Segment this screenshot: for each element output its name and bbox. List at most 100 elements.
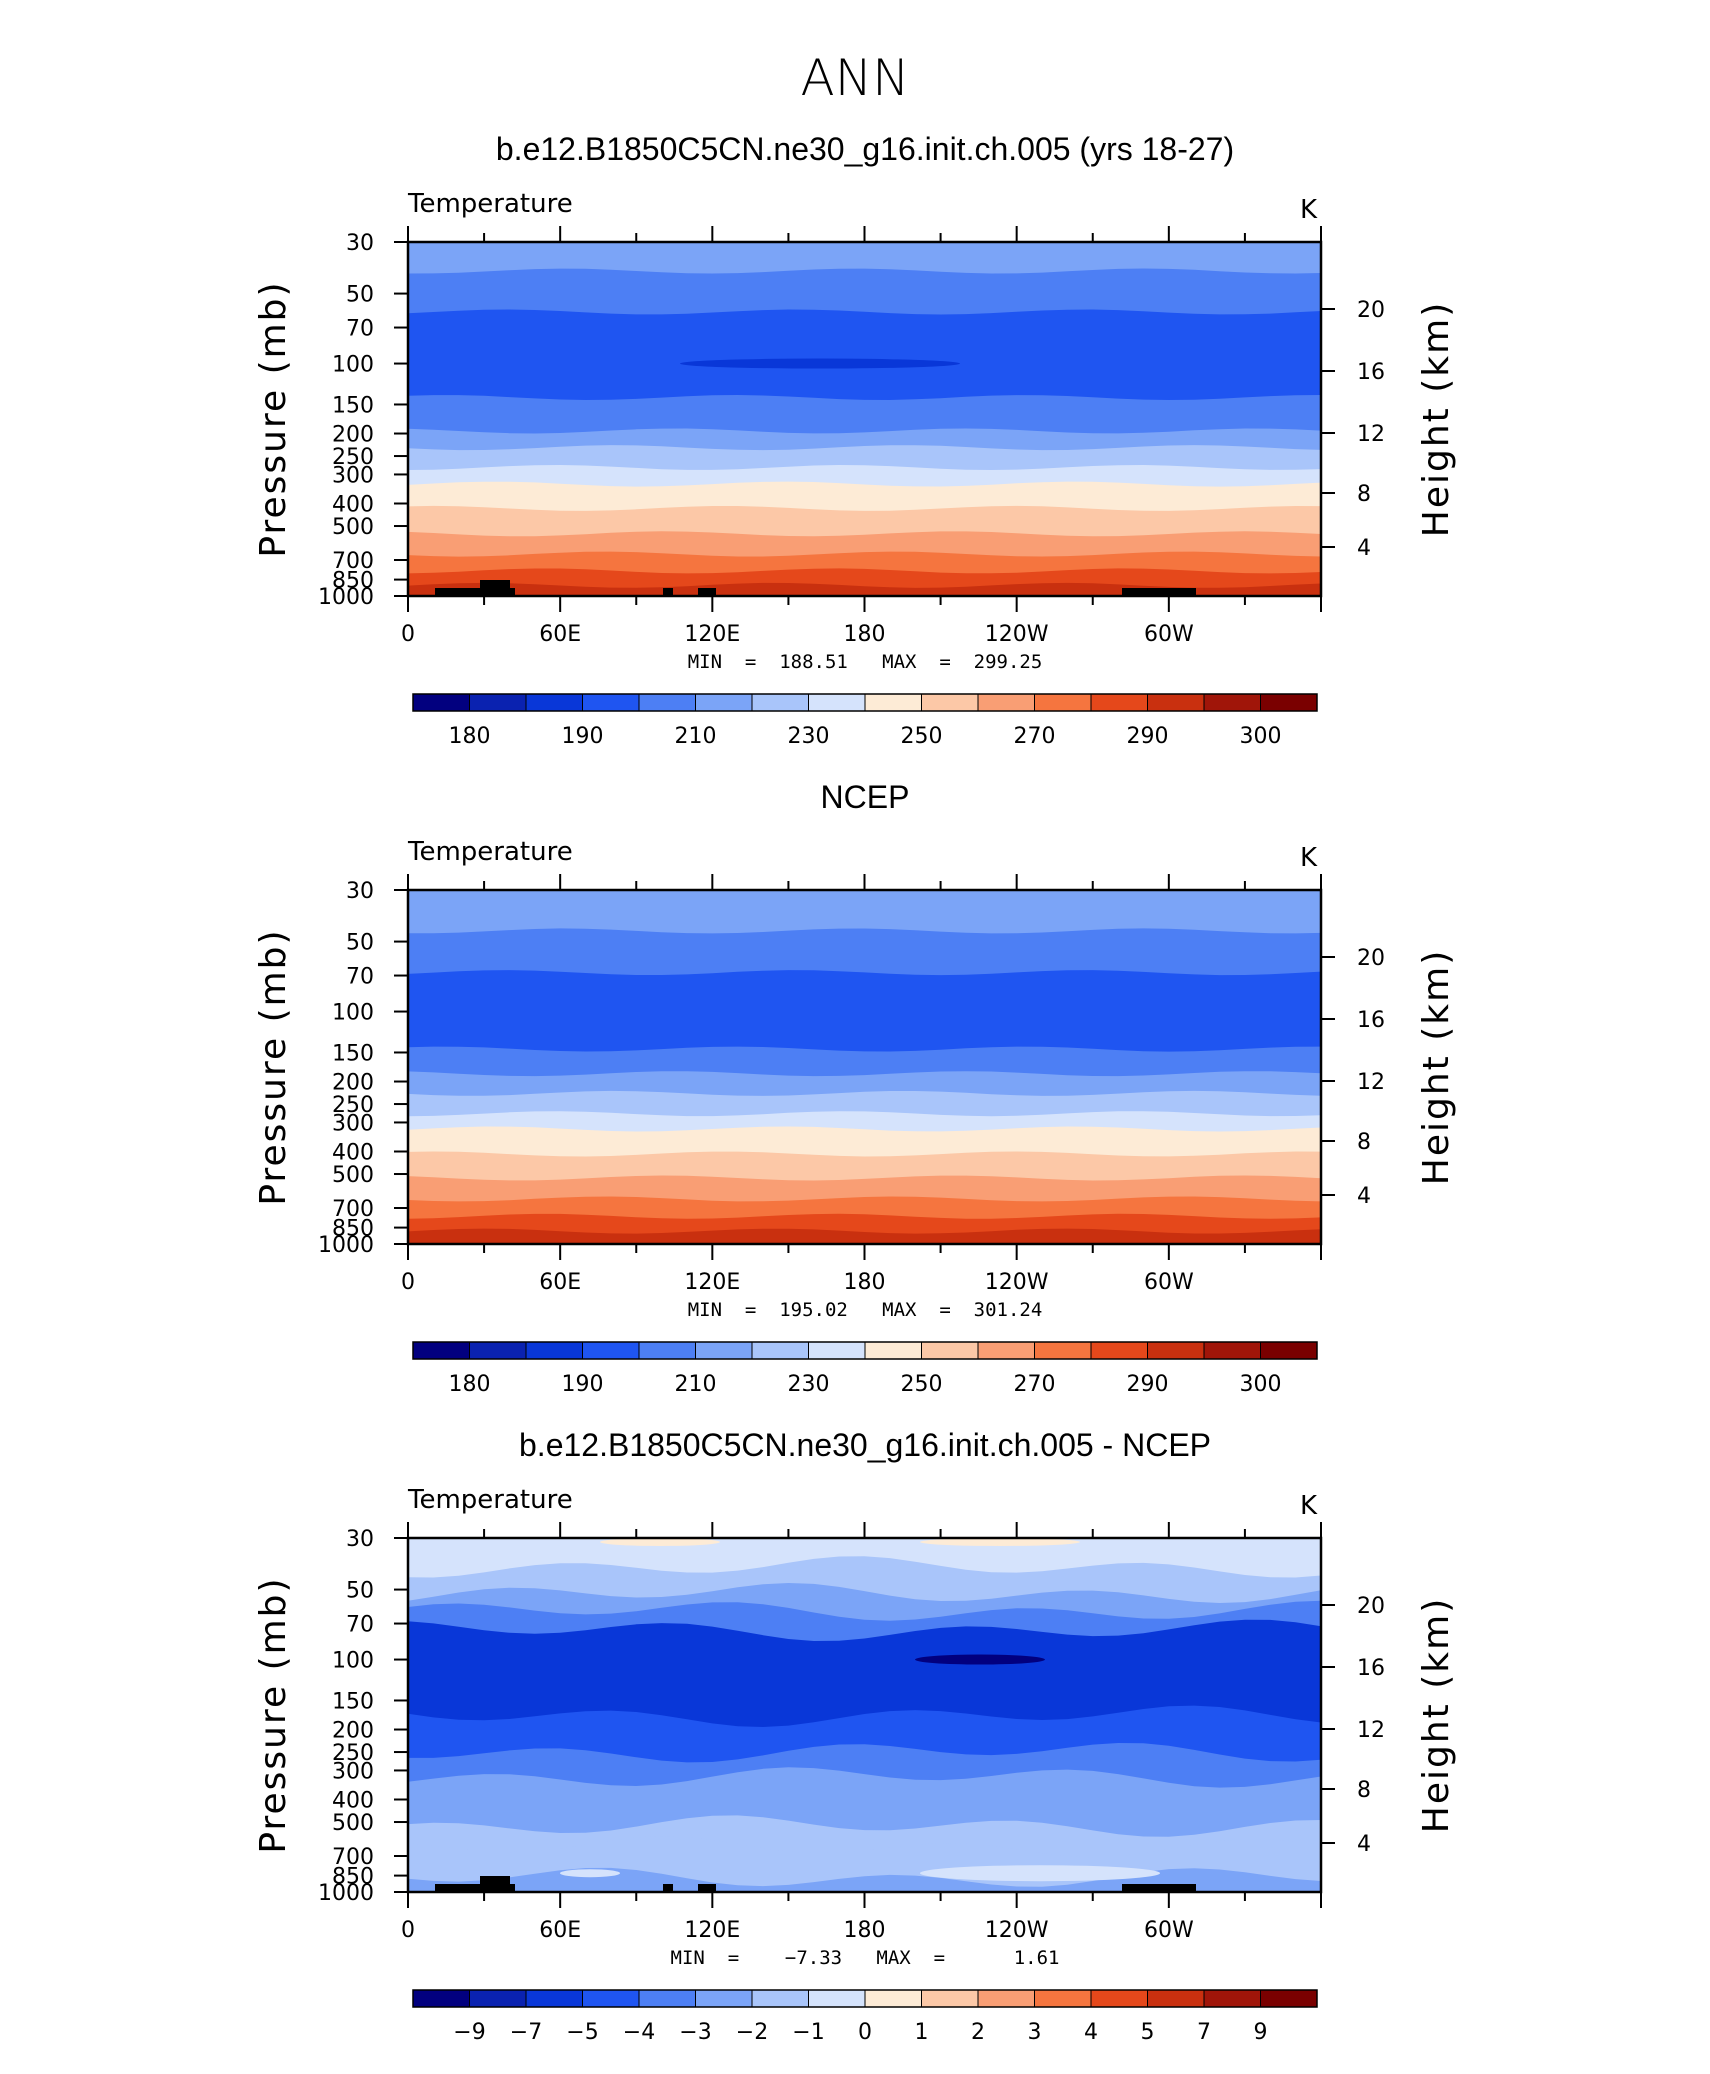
topography-mask	[1122, 1884, 1196, 1892]
y-tick-label: 30	[346, 1527, 374, 1552]
right-string: K	[1300, 843, 1318, 873]
colorbar-label: −9	[453, 2020, 485, 2045]
y-tick-label: 700	[332, 549, 374, 574]
colorbar-label: 7	[1197, 2020, 1211, 2045]
y2-tick-label: 12	[1357, 1070, 1385, 1095]
y-tick-label: 200	[332, 1071, 374, 1096]
panel-3: b.e12.B1850C5CN.ne30_g16.init.ch.005 - N…	[253, 1427, 1457, 2045]
colorbar-box	[977, 1341, 1035, 1360]
min-cell	[915, 1654, 1045, 1665]
topography-mask	[663, 1884, 673, 1892]
y2-tick-label: 20	[1357, 946, 1385, 971]
x-tick-label: 60W	[1144, 1918, 1194, 1943]
x-tick-label: 0	[401, 1918, 415, 1943]
colorbar-box	[469, 693, 527, 712]
y-tick-label: 250	[332, 445, 374, 470]
y2-tick-label: 8	[1357, 1130, 1371, 1155]
x-tick-label: 120W	[985, 1918, 1049, 1943]
colorbar-label: 250	[901, 1372, 943, 1397]
y-tick-label: 70	[346, 317, 374, 342]
y-axis-title: Pressure (mb)	[253, 928, 294, 1205]
x-tick-label: 180	[844, 622, 886, 647]
topography-mask	[698, 588, 716, 596]
colorbar-label: 0	[858, 2020, 872, 2045]
colorbar-box	[977, 1989, 1035, 2008]
y-tick-label: 700	[332, 1197, 374, 1222]
topography-mask	[435, 1884, 480, 1892]
colorbar-box	[1203, 693, 1261, 712]
panel-title: b.e12.B1850C5CN.ne30_g16.init.ch.005 (yr…	[496, 131, 1234, 167]
colorbar-label: 230	[788, 1372, 830, 1397]
x-tick-label: 60E	[539, 622, 581, 647]
colorbar-box	[1203, 1989, 1261, 2008]
x-tick-label: 0	[401, 622, 415, 647]
colorbar-frame	[412, 1341, 1318, 1360]
colorbar-label: −7	[510, 2020, 542, 2045]
y-tick-label: 100	[332, 1649, 374, 1674]
left-string: Temperature	[407, 189, 573, 219]
y-tick-label: 500	[332, 515, 374, 540]
colorbar-label: 190	[562, 724, 604, 749]
colorbar-box	[751, 1341, 809, 1360]
x-tick-label: 0	[401, 1270, 415, 1295]
colorbar-box	[808, 1989, 866, 2008]
contour-layers	[408, 890, 1321, 1244]
y2-tick-label: 4	[1357, 1184, 1371, 1209]
y-axis-title: Pressure (mb)	[253, 1576, 294, 1853]
colorbar-box	[469, 1341, 527, 1360]
y2-tick-label: 16	[1357, 1008, 1385, 1033]
colorbar-box	[638, 693, 696, 712]
y-tick-label: 400	[332, 492, 374, 517]
colorbar-label: 4	[1084, 2020, 1098, 2045]
colorbar-box	[1260, 1341, 1318, 1360]
colorbar-box	[1147, 1341, 1205, 1360]
colorbar-label: 300	[1240, 724, 1282, 749]
colorbar-box	[1090, 1989, 1148, 2008]
colorbar-label: 300	[1240, 1372, 1282, 1397]
colorbar-box	[1034, 693, 1092, 712]
positive-cell	[560, 1869, 620, 1878]
topography-mask	[480, 1876, 510, 1892]
x-tick-label: 180	[844, 1270, 886, 1295]
topography-mask	[508, 588, 515, 596]
panel-2: NCEP Temperature K 0 60E 120E 180 120W 60W 30 50 70…	[253, 779, 1457, 1397]
contour-layers	[408, 242, 1321, 596]
colorbar-label: −2	[736, 2020, 768, 2045]
y2-axis-title: Height (km)	[1416, 301, 1457, 537]
colorbar-label: 250	[901, 724, 943, 749]
colorbar-label: 270	[1014, 724, 1056, 749]
colorbar-box	[864, 1341, 922, 1360]
contour-layers	[408, 1538, 1321, 1892]
colorbar-label: −4	[623, 2020, 655, 2045]
x-tick-label: 120E	[684, 622, 740, 647]
colorbar-box	[638, 1989, 696, 2008]
topography-mask	[663, 588, 673, 596]
topography-mask	[698, 1884, 716, 1892]
y-tick-label: 50	[346, 283, 374, 308]
colorbar-box	[1203, 1341, 1261, 1360]
colorbar-label: 290	[1127, 1372, 1169, 1397]
colorbar-box	[1147, 1989, 1205, 2008]
y2-axis-title: Height (km)	[1416, 1597, 1457, 1833]
right-string: K	[1300, 1491, 1318, 1521]
topography-mask	[508, 1884, 515, 1892]
y2-tick-label: 12	[1357, 1718, 1385, 1743]
y2-tick-label: 4	[1357, 1832, 1371, 1857]
colorbar-box	[864, 1989, 922, 2008]
panel-title: NCEP	[821, 779, 910, 815]
contour-band	[408, 1228, 1321, 1244]
topography-mask	[1122, 588, 1196, 596]
colorbar-box	[921, 693, 979, 712]
y-tick-label: 400	[332, 1788, 374, 1813]
positive-cell	[920, 1865, 1160, 1882]
y-tick-label: 70	[346, 1613, 374, 1638]
contour-band	[408, 1867, 1321, 1892]
y-tick-label: 150	[332, 393, 374, 418]
x-tick-label: 60E	[539, 1270, 581, 1295]
colorbar-box	[808, 693, 866, 712]
colorbar-box	[864, 693, 922, 712]
y-tick-label: 850	[332, 1865, 374, 1890]
colorbar-box	[412, 1989, 470, 2008]
